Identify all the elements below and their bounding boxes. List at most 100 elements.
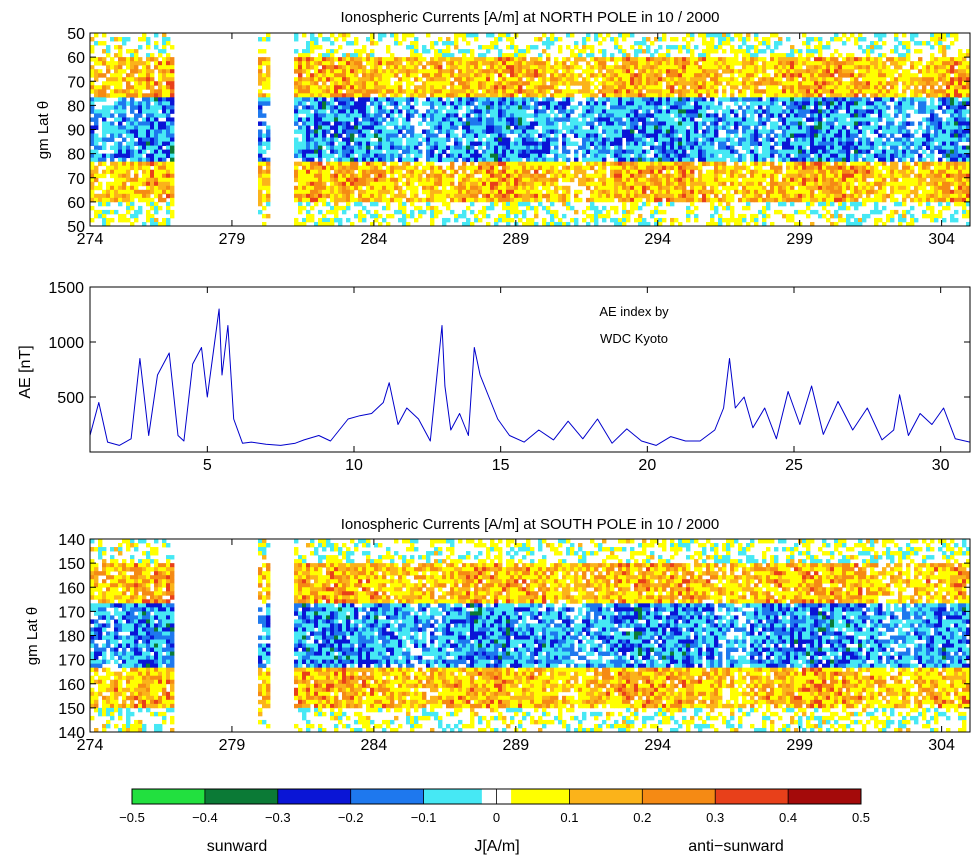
heat-cell: [602, 145, 607, 150]
heat-cell: [158, 105, 163, 110]
heat-cell: [302, 169, 307, 175]
heat-cell: [366, 37, 371, 42]
heat-cell: [114, 189, 119, 195]
heat-cell: [110, 125, 115, 130]
heat-cell: [374, 113, 379, 118]
heat-cell: [258, 189, 263, 195]
heat-cell: [510, 85, 515, 90]
heat-cell: [346, 185, 351, 191]
heat-cell: [586, 101, 591, 106]
heat-cell: [98, 181, 103, 187]
heat-cell: [634, 125, 639, 130]
heat-cell: [370, 53, 375, 58]
heat-cell: [602, 181, 607, 187]
heat-cell: [350, 81, 355, 86]
heat-cell: [518, 117, 523, 122]
heat-cell: [394, 41, 399, 46]
heat-cell: [434, 181, 439, 187]
heat-cell: [698, 57, 703, 62]
heat-cell: [350, 85, 355, 90]
heat-cell: [710, 137, 715, 142]
heat-cell: [350, 69, 355, 74]
heat-cell: [98, 113, 103, 118]
heat-cell: [534, 205, 539, 211]
heat-cell: [170, 181, 175, 187]
heat-cell: [602, 165, 607, 171]
heat-cell: [590, 181, 595, 187]
heat-cell: [550, 37, 555, 42]
heat-cell: [442, 177, 447, 183]
heat-cell: [566, 89, 571, 94]
heat-cell: [334, 217, 339, 223]
heat-cell: [618, 69, 623, 74]
heat-cell: [482, 121, 487, 126]
heat-cell: [738, 157, 743, 163]
heat-cell: [554, 61, 559, 66]
heat-cell: [414, 133, 419, 138]
heat-cell: [442, 105, 447, 110]
heat-cell: [146, 201, 151, 207]
heat-cell: [714, 137, 719, 142]
heat-cell: [670, 189, 675, 195]
heat-cell: [622, 85, 627, 90]
heat-cell: [634, 181, 639, 187]
heat-cell: [614, 217, 619, 223]
heat-cell: [702, 181, 707, 187]
heat-cell: [346, 117, 351, 122]
heat-cell: [310, 101, 315, 106]
heat-cell: [414, 153, 419, 159]
heat-cell: [734, 85, 739, 90]
heat-cell: [154, 169, 159, 175]
heat-cell: [362, 141, 367, 146]
heat-cell: [474, 185, 479, 191]
heat-cell: [514, 101, 519, 106]
heat-cell: [626, 73, 631, 78]
heat-cell: [370, 37, 375, 42]
heat-cell: [494, 65, 499, 70]
heat-cell: [386, 185, 391, 191]
heat-cell: [354, 157, 359, 163]
heat-cell: [626, 193, 631, 199]
heat-cell: [546, 45, 551, 50]
heat-cell: [90, 185, 95, 191]
heat-cell: [558, 221, 563, 226]
heat-cell: [94, 141, 99, 146]
heat-cell: [398, 69, 403, 74]
heat-cell: [490, 129, 495, 134]
heat-cell: [726, 205, 731, 211]
heat-cell: [554, 197, 559, 203]
heat-cell: [726, 185, 731, 191]
heat-cell: [266, 81, 271, 86]
heat-cell: [738, 189, 743, 195]
heat-cell: [366, 85, 371, 90]
heat-cell: [142, 77, 147, 82]
heat-cell: [110, 173, 115, 179]
heat-cell: [430, 85, 435, 90]
heat-cell: [442, 169, 447, 175]
heat-cell: [734, 97, 739, 102]
heat-cell: [666, 189, 671, 195]
heat-cell: [578, 133, 583, 138]
heat-cell: [510, 105, 515, 110]
heat-cell: [322, 89, 327, 94]
heat-cell: [714, 129, 719, 134]
heat-cell: [614, 61, 619, 66]
heat-cell: [490, 121, 495, 126]
heat-cell: [426, 177, 431, 183]
heat-cell: [530, 145, 535, 150]
heat-cell: [402, 133, 407, 138]
heat-cell: [726, 77, 731, 82]
heat-cell: [546, 69, 551, 74]
heat-cell: [430, 77, 435, 82]
heat-cell: [622, 73, 627, 78]
heat-cell: [574, 61, 579, 66]
heat-cell: [402, 65, 407, 70]
heat-cell: [678, 105, 683, 110]
heat-cell: [446, 181, 451, 187]
heat-cell: [654, 221, 659, 226]
heat-cell: [558, 45, 563, 50]
heat-cell: [574, 89, 579, 94]
heat-cell: [150, 129, 155, 134]
heat-cell: [502, 157, 507, 163]
heat-cell: [526, 189, 531, 195]
